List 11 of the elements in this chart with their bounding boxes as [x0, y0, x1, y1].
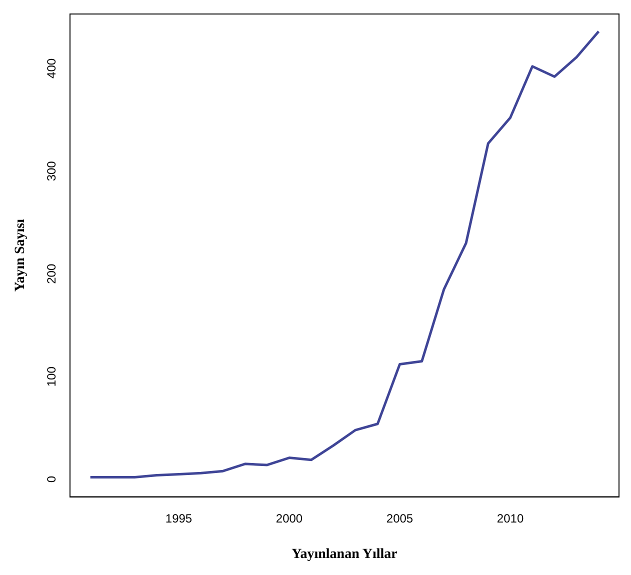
y-tick-label: 400 — [44, 58, 58, 78]
y-axis-title: Yayın Sayısı — [13, 218, 28, 292]
x-tick-label: 2000 — [276, 511, 303, 526]
y-tick-label: 200 — [44, 264, 58, 284]
y-tick-label: 100 — [44, 366, 58, 387]
x-tick-label: 2005 — [386, 511, 414, 526]
x-axis-title: Yayınlanan Yıllar — [292, 547, 398, 562]
y-tick-label: 300 — [44, 160, 58, 182]
x-tick-label: 2010 — [496, 511, 524, 526]
x-tick-label: 1995 — [165, 511, 192, 526]
y-tick-label: 0 — [44, 476, 58, 483]
